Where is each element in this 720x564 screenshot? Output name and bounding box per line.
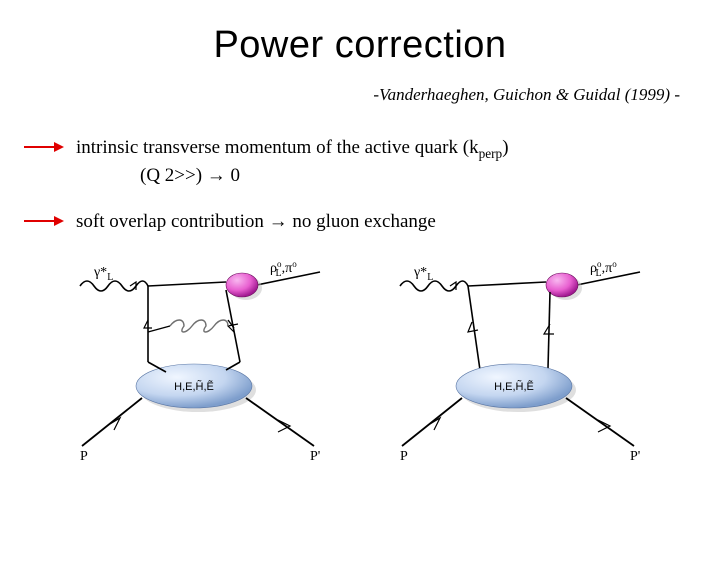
proton-in-label: P [400,449,408,462]
proton-out-label: P' [630,449,640,462]
meson-blob [546,273,578,297]
page-title: Power correction [0,24,720,67]
gluon-line [170,320,228,332]
diagram-row: γ*L ρoL,πo H,E,H̃,Ẽ [0,262,720,462]
bullet-1: intrinsic transverse momentum of the act… [24,135,680,163]
proton-in-line [82,398,142,446]
gpd-blob-label: H,E,H̃,Ẽ [494,380,534,393]
proton-in-line [402,398,462,446]
feynman-diagram-left: γ*L ρoL,πo H,E,H̃,Ẽ [70,262,330,462]
bullet-2-text: soft overlap contribution → no gluon exc… [76,209,436,235]
proton-out-label: P' [310,449,320,462]
photon-line [80,281,148,291]
feynman-diagram-right: γ*L ρoL,πo H,E,H̃,Ẽ P P' [390,262,650,462]
meson-blob [226,273,258,297]
bullet-2: soft overlap contribution → no gluon exc… [24,209,680,235]
gpd-blob-label: H,E,H̃,Ẽ [174,380,214,393]
bullet-arrow-icon [24,141,64,153]
proton-out-line [566,398,634,446]
bullet-1-pre: intrinsic transverse momentum of the act… [76,137,479,158]
citation-text: -Vanderhaeghen, Guichon & Guidal (1999) … [0,85,720,105]
bullet-arrow-icon [24,215,64,227]
photon-line [400,281,468,291]
bullet-1-text: intrinsic transverse momentum of the act… [76,135,509,163]
proton-in-label: P [80,449,88,462]
bullet-1-sub: perp [479,146,503,161]
photon-label: γ*L [93,265,113,283]
bullet-1-post: ) [502,137,508,158]
proton-out-line [246,398,314,446]
meson-label: ρoL,πo [590,262,617,279]
bullet-1-line2: (Q 2>>) → 0 [140,165,720,187]
photon-label: γ*L [413,265,433,283]
meson-label: ρoL,πo [270,262,297,279]
